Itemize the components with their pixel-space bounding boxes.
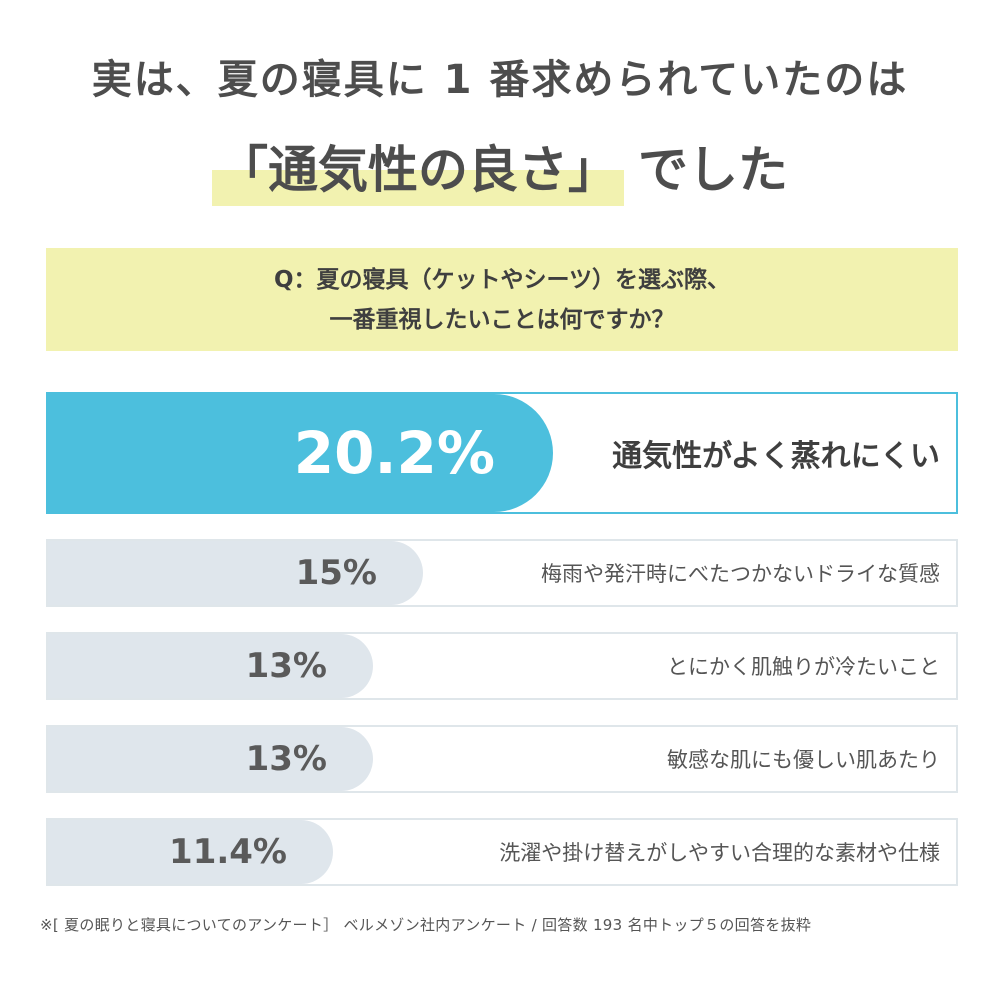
category-label: とにかく肌触りが冷たいこと [667, 655, 940, 679]
category-label: 敏感な肌にも優しい肌あたり [667, 748, 940, 772]
answer-row: 11.4% 洗濯や掛け替えがしやすい合理的な素材や仕様 [46, 818, 958, 886]
answer-row: 13% とにかく肌触りが冷たいこと [46, 632, 958, 700]
value-label: 13% [245, 739, 327, 779]
bar [48, 820, 333, 884]
bar [48, 634, 373, 698]
category-label: 通気性がよく蒸れにくい [612, 439, 940, 474]
headline-line1: 実は、夏の寝具に 1 番求められていたのは [91, 57, 909, 103]
answer-row: 13% 敏感な肌にも優しい肌あたり [46, 725, 958, 793]
headline-line2: 「通気性の良さ」 でした [0, 130, 1000, 210]
headline-suffix: でした [638, 141, 788, 199]
category-label: 梅雨や発汗時にべたつかないドライな質感 [541, 562, 940, 586]
category-label: 洗濯や掛け替えがしやすい合理的な素材や仕様 [499, 841, 940, 865]
top-answer-row: 20.2% 通気性がよく蒸れにくい [46, 392, 958, 514]
value-label: 20.2% [293, 419, 495, 487]
question-line1: Q：夏の寝具（ケットやシーツ）を選ぶ際、 [273, 266, 731, 293]
bar [48, 394, 553, 512]
question-box: Q：夏の寝具（ケットやシーツ）を選ぶ際、 一番重視したいことは何ですか？ [46, 248, 958, 351]
question-line2: 一番重視したいことは何ですか？ [329, 306, 675, 333]
value-label: 13% [245, 646, 327, 686]
answer-row: 15% 梅雨や発汗時にべたつかないドライな質感 [46, 539, 958, 607]
bar [48, 727, 373, 791]
headline-highlight: 「通気性の良さ」 [212, 130, 624, 210]
footnote: ※[ 夏の眠りと寝具についてのアンケート］ ベルメゾン社内アンケート / 回答数… [40, 916, 812, 934]
value-label: 15% [295, 553, 377, 593]
bar [48, 541, 423, 605]
value-label: 11.4% [169, 832, 287, 872]
